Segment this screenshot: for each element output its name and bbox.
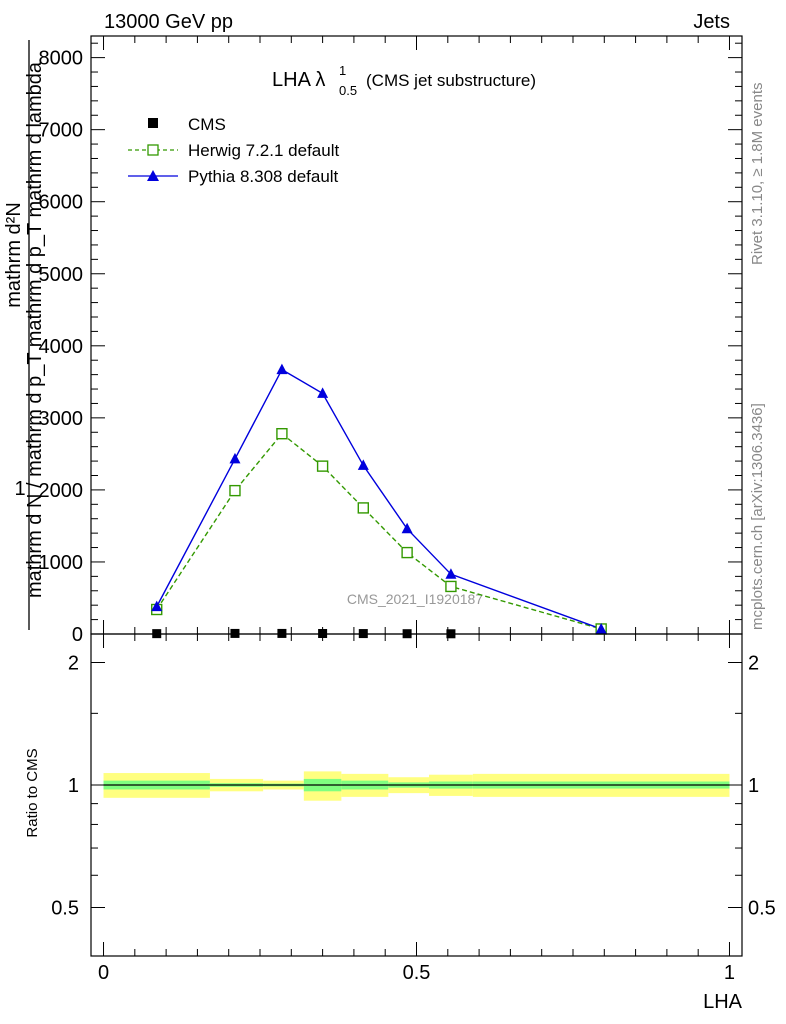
y-tick-label: 4000 xyxy=(39,336,84,358)
pythia-point xyxy=(276,363,288,375)
y-tick-label: 2000 xyxy=(39,480,84,502)
legend-pythia-label: Pythia 8.308 default xyxy=(188,167,339,186)
rivet-version-label: Rivet 3.1.10, ≥ 1.8M events xyxy=(749,83,766,266)
main-axis-ticks: 0 1000 2000 3000 4000 5000 6000 7000 8000 xyxy=(39,36,742,956)
title-main: LHA λ xyxy=(272,69,325,91)
herwig-point xyxy=(229,484,241,497)
header-right: Jets xyxy=(693,11,730,33)
legend-cms-label: CMS xyxy=(188,115,226,134)
ratio-layer: 0.5 0.5 1 1 2 2 xyxy=(51,653,776,920)
herwig-point xyxy=(401,546,413,559)
ratio-tick-label-left: 2 xyxy=(68,653,79,675)
ratio-tick-label-right: 0.5 xyxy=(748,897,776,919)
y-axis-label: 1 mathrm d²N mathrm d N / mathrm d p_T m… xyxy=(3,40,46,630)
ratio-tick-label-right: 2 xyxy=(748,653,759,675)
herwig-point xyxy=(357,502,369,514)
title-suffix: (CMS jet substructure) xyxy=(366,71,536,90)
header-left: 13000 GeV pp xyxy=(104,11,233,33)
ratio-tick-label-right: 1 xyxy=(748,775,759,797)
ratio-tick-label-left: 0.5 xyxy=(51,897,79,919)
ratio-plot-frame xyxy=(90,633,743,957)
pythia-point xyxy=(317,387,329,398)
pythia-point xyxy=(401,522,413,534)
x-axis-label: LHA xyxy=(703,991,743,1013)
legend-herwig-marker xyxy=(147,144,159,156)
legend-pythia-marker xyxy=(147,170,159,181)
herwig-point xyxy=(276,428,288,440)
y-tick-label: 5000 xyxy=(39,264,84,286)
x-tick-label: 1 xyxy=(724,962,735,984)
x-tick-label: 0 xyxy=(98,962,109,984)
y-tick-label: 8000 xyxy=(39,48,84,70)
pythia-point xyxy=(445,568,457,579)
herwig-line xyxy=(156,432,602,630)
title-superscript: 1 xyxy=(339,63,346,78)
pythia-line xyxy=(156,368,602,630)
y-label-numerator: mathrm d²N xyxy=(3,202,25,308)
y-tick-label: 6000 xyxy=(39,192,84,214)
y-tick-label: 7000 xyxy=(39,120,84,142)
pythia-point xyxy=(595,622,607,634)
legend-herwig-label: Herwig 7.2.1 default xyxy=(188,141,339,160)
y-label-top: 1 xyxy=(14,478,25,500)
pythia-point xyxy=(229,452,241,464)
legend: CMS Herwig 7.2.1 default Pythia 8.308 de… xyxy=(128,115,339,186)
y-tick-label: 1000 xyxy=(39,552,84,574)
y-label-denominator: mathrm d N / mathrm d p_T mathrm d p_T m… xyxy=(24,61,46,598)
pythia-point xyxy=(151,600,163,612)
analysis-watermark: CMS_2021_I1920187 xyxy=(347,591,483,607)
y-tick-label: 3000 xyxy=(39,408,84,430)
ratio-y-label: Ratio to CMS xyxy=(24,748,41,837)
mcplots-label: mcplots.cern.ch [arXiv:1306.3436] xyxy=(749,403,766,630)
plot-title: LHA λ 1 0.5 (CMS jet substructure) xyxy=(272,63,536,98)
x-tick-labels: 0 0.5 1 xyxy=(98,962,735,984)
pythia-point xyxy=(357,459,369,470)
title-subscript: 0.5 xyxy=(339,83,357,98)
x-tick-label: 0.5 xyxy=(403,962,431,984)
legend-cms-marker xyxy=(148,118,158,128)
y-tick-label: 0 xyxy=(72,624,83,646)
herwig-point xyxy=(316,460,329,472)
ratio-tick-label-left: 1 xyxy=(68,775,79,797)
herwig-point xyxy=(445,580,457,593)
